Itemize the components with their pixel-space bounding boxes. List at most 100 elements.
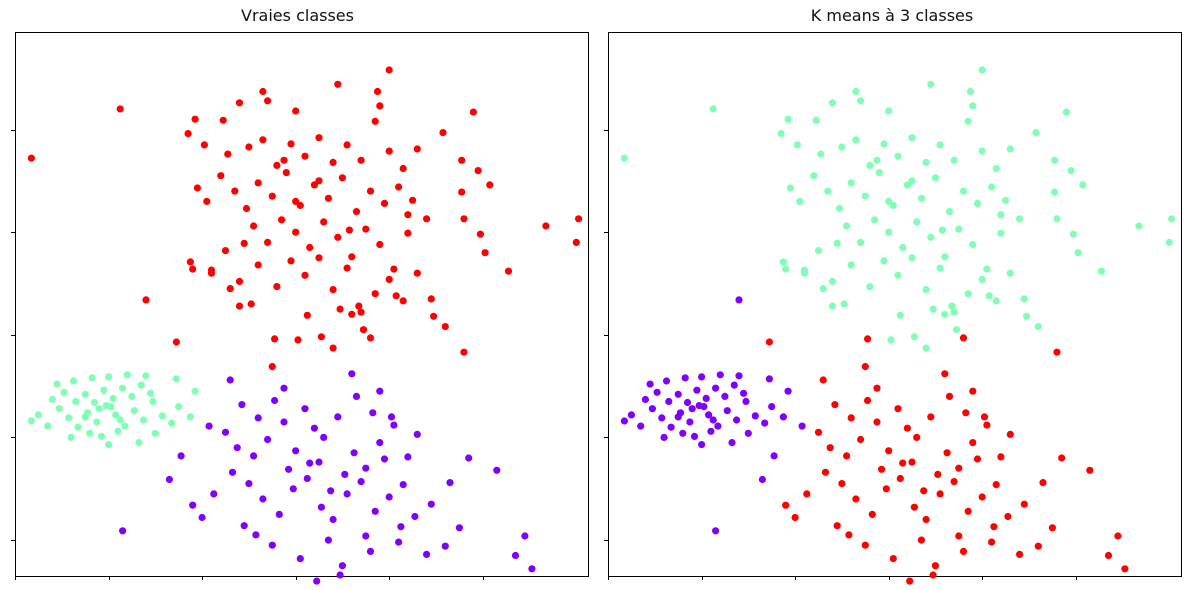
left-point-0-62 [341,470,349,478]
left-point-1-0 [34,411,43,419]
right-point-1-28 [681,374,689,382]
right-point-2-11 [969,439,977,447]
left-point-2-63 [334,80,342,88]
left-point-2-53 [343,141,351,149]
right-point-0-49 [880,140,888,148]
right-point-0-104 [833,239,841,247]
left-point-1-10 [130,407,138,415]
right-point-2-41 [1048,524,1056,532]
right-point-0-93 [910,333,918,341]
left-point-2-70 [504,267,513,275]
right-point-1-21 [702,394,710,402]
left-point-2-16 [409,196,417,204]
right-point-0-55 [964,117,972,125]
right-point-0-53 [936,141,944,149]
right-point-0-19 [857,238,865,246]
right-point-1-30 [716,371,724,379]
left-point-2-20 [278,216,286,224]
right-point-0-72 [1067,167,1075,175]
left-point-2-58 [413,145,421,153]
left-point-0-74 [362,532,370,540]
right-point-0-67 [1051,188,1059,196]
right-point-2-1 [826,444,834,452]
right-point-2-50 [894,405,902,413]
right-point-1-0 [627,411,635,419]
left-point-2-52 [329,158,337,166]
left-point-0-43 [465,454,473,462]
left-series-1 [27,371,199,449]
right-point-0-48 [866,161,874,169]
left-point-2-43 [399,297,407,305]
right-point-1-50 [758,475,766,484]
left-point-0-67 [226,376,234,384]
left-plot-title: Vraies classes [241,6,354,25]
left-point-2-9 [310,181,318,189]
right-point-1-42 [784,387,792,395]
left-point-2-71 [460,215,468,223]
left-point-0-52 [352,392,361,400]
left-point-0-3 [264,435,272,444]
left-point-2-106 [292,107,300,115]
left-point-1-18 [81,390,89,398]
left-point-2-64 [373,87,382,96]
right-point-0-80 [922,344,930,352]
left-point-2-32 [235,277,244,285]
left-point-0-34 [296,555,304,563]
left-point-2-19 [264,238,272,246]
left-point-2-94 [247,300,255,308]
left-point-0-15 [245,480,253,488]
right-point-2-52 [945,392,954,400]
right-plot-frame [608,32,1182,577]
right-point-2-2 [843,452,851,460]
left-point-2-42 [385,275,393,283]
right-point-1-11 [733,416,741,424]
left-point-0-47 [521,532,529,540]
right-scatter-panel: K means à 3 classes [595,0,1189,590]
left-point-2-114 [280,156,288,164]
left-point-2-91 [189,265,197,273]
right-point-0-3 [824,187,832,195]
right-point-0-8 [889,201,897,210]
right-point-2-43 [1058,454,1066,462]
left-point-2-24 [334,233,342,241]
right-point-2-68 [903,424,911,432]
right-point-0-5 [847,179,855,187]
right-series-0 [620,66,1176,352]
right-point-0-102 [1032,129,1040,137]
left-point-0-1 [233,444,241,452]
left-point-1-40 [186,413,194,421]
right-point-2-17 [868,510,876,518]
left-point-0-13 [404,453,412,461]
left-point-1-6 [93,418,101,426]
left-point-2-15 [395,183,403,191]
right-point-2-55 [782,501,790,509]
left-point-0-10 [362,464,370,472]
left-point-0-57 [165,475,173,484]
right-point-0-79 [887,336,895,344]
left-series-0 [119,370,536,585]
left-point-0-16 [259,495,267,503]
right-point-1-12 [742,397,750,406]
left-point-2-83 [329,344,337,352]
left-point-2-60 [200,141,208,149]
right-point-0-23 [913,218,921,226]
left-point-0-65 [252,531,260,539]
right-point-1-34 [707,427,715,435]
left-point-2-84 [348,310,356,318]
left-point-1-43 [27,417,35,425]
left-point-2-10 [324,194,332,202]
left-point-2-95 [207,269,216,277]
right-point-2-40 [1034,542,1042,550]
right-point-2-7 [913,433,921,441]
left-point-2-78 [116,105,124,113]
right-point-2-64 [873,384,881,392]
left-point-1-14 [168,419,176,427]
left-point-2-22 [306,243,314,252]
left-point-0-33 [268,541,276,549]
right-point-2-3 [857,435,865,444]
left-point-2-2 [217,172,225,180]
left-point-0-58 [189,501,197,509]
left-point-2-13 [366,187,375,195]
left-point-2-17 [423,215,431,223]
right-point-1-26 [646,380,654,388]
